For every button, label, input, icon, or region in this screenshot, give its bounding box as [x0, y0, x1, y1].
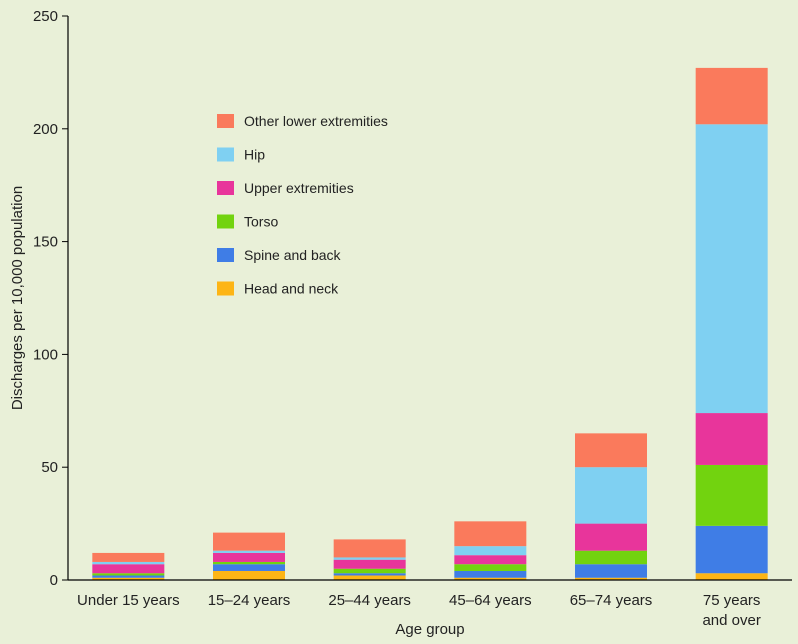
bar-segment-head-and-neck-0 [92, 577, 165, 580]
legend-swatch-other-lower-extremities [217, 114, 234, 128]
bar-segment-upper-extremities-2 [333, 559, 406, 569]
legend: Other lower extremities Hip Upper extremit… [217, 113, 388, 297]
y-tick-label-0: 0 [50, 572, 58, 589]
bar-segment-torso-1 [213, 561, 285, 565]
bar-segment-spine-and-back-4 [575, 564, 647, 578]
x-tick-label-line: and over [702, 612, 760, 629]
bar-segment-hip-2 [333, 557, 406, 560]
x-tick-label-line: 15–24 years [208, 592, 291, 609]
bar-segment-head-and-neck-2 [333, 575, 406, 580]
bars-layer [92, 67, 768, 580]
bar-segment-spine-and-back-1 [213, 564, 285, 571]
legend-swatch-hip [217, 147, 234, 162]
axes-layer: 0 50 100 150 200 250 Under 15 years 15–24 years… [33, 8, 792, 629]
y-tick-label-250: 250 [33, 8, 58, 25]
x-tick-label-1: 15–24 years [208, 592, 291, 609]
x-tick-label-0: Under 15 years [77, 592, 180, 609]
bar-segment-other-lower-extremities-3 [454, 521, 527, 547]
bar-segment-spine-and-back-5 [695, 525, 768, 574]
bar-segment-upper-extremities-1 [213, 552, 285, 562]
x-tick-label-2: 25–44 years [328, 592, 411, 609]
bar-segment-torso-0 [92, 573, 165, 576]
y-axis-title: Discharges per 10,000 population [9, 186, 26, 410]
legend-label-hip: Hip [244, 147, 265, 163]
bar-segment-other-lower-extremities-4 [575, 433, 647, 468]
bar-segment-head-and-neck-1 [213, 570, 285, 580]
bar-segment-hip-0 [92, 561, 165, 565]
bar-segment-upper-extremities-4 [575, 523, 647, 551]
bar-segment-upper-extremities-0 [92, 564, 165, 574]
bar-segment-hip-1 [213, 550, 285, 553]
bar-segment-torso-5 [695, 464, 768, 526]
legend-swatch-spine-and-back [217, 248, 234, 262]
bar-segment-torso-4 [575, 550, 647, 565]
legend-swatch-upper-extremities [217, 181, 234, 195]
bar-segment-spine-and-back-2 [333, 573, 406, 576]
x-tick-label-4: 65–74 years [570, 592, 653, 609]
x-tick-label-5: 75 years and over [702, 592, 760, 629]
legend-label-other-lower-extremities: Other lower extremities [244, 113, 388, 129]
bar-segment-hip-3 [454, 546, 527, 556]
bar-segment-upper-extremities-3 [454, 555, 527, 565]
x-tick-label-line: 65–74 years [570, 592, 653, 609]
legend-swatch-torso [217, 214, 234, 229]
bar-segment-spine-and-back-3 [454, 570, 527, 578]
y-tick-label-50: 50 [41, 459, 58, 476]
legend-label-head-and-neck: Head and neck [244, 281, 339, 297]
bar-segment-other-lower-extremities-2 [333, 539, 406, 558]
bar-segment-torso-3 [454, 564, 527, 571]
bar-segment-other-lower-extremities-5 [695, 67, 768, 125]
y-tick-label-200: 200 [33, 121, 58, 138]
legend-label-torso: Torso [244, 214, 278, 230]
bar-segment-torso-2 [333, 568, 406, 574]
bar-segment-other-lower-extremities-1 [213, 532, 285, 551]
bar-segment-head-and-neck-5 [695, 573, 768, 580]
legend-label-upper-extremities: Upper extremities [244, 180, 354, 196]
bar-segment-other-lower-extremities-0 [92, 552, 165, 562]
x-tick-label-line: 25–44 years [328, 592, 411, 609]
x-tick-label-line: 45–64 years [449, 592, 532, 609]
bar-segment-head-and-neck-4 [575, 577, 647, 580]
bar-segment-upper-extremities-5 [695, 413, 768, 465]
legend-swatch-head-and-neck [217, 281, 234, 296]
x-tick-label-line: Under 15 years [77, 592, 180, 609]
bar-segment-spine-and-back-0 [92, 575, 165, 578]
y-tick-label-100: 100 [33, 346, 58, 363]
bar-segment-head-and-neck-3 [454, 577, 527, 580]
x-axis-title: Age group [395, 621, 464, 638]
x-tick-label-line: 75 years [703, 592, 761, 609]
x-tick-label-3: 45–64 years [449, 592, 532, 609]
bar-segment-hip-4 [575, 467, 647, 524]
legend-label-spine-and-back: Spine and back [244, 247, 342, 263]
bar-segment-hip-5 [695, 124, 768, 414]
y-tick-label-150: 150 [33, 234, 58, 251]
